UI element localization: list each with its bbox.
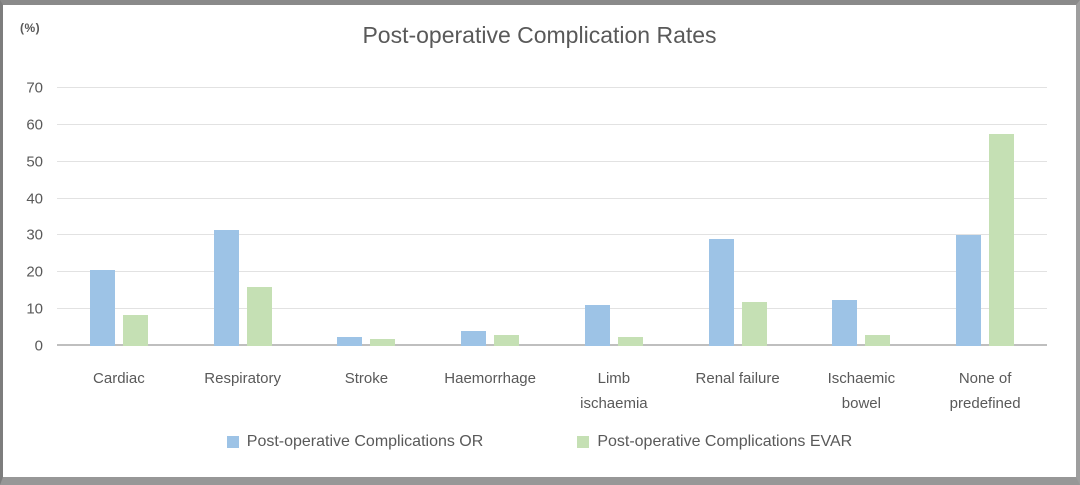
bar-evar — [617, 336, 643, 346]
legend: Post-operative Complications OR Post-oper… — [3, 433, 1076, 451]
gridline — [57, 271, 1047, 273]
y-axis-tick: 70 — [26, 79, 43, 97]
bar-or — [213, 229, 239, 346]
legend-item-or: Post-operative Complications OR — [226, 433, 484, 451]
gridline — [57, 123, 1047, 125]
bar-group — [181, 88, 305, 346]
x-axis-label: Respiratory — [204, 370, 281, 387]
bar-or — [337, 336, 363, 346]
bar-or — [89, 270, 115, 346]
x-axis-label: None of predefined — [949, 370, 1021, 412]
bar-or — [708, 239, 734, 346]
bar-group — [800, 88, 924, 346]
bar-or — [584, 305, 610, 346]
gridline — [57, 308, 1047, 310]
y-axis-tick: 20 — [26, 263, 43, 281]
plot-area — [57, 87, 1047, 346]
legend-item-evar: Post-operative Complications EVAR — [577, 433, 852, 451]
x-axis-label: Ischaemic bowel — [827, 370, 896, 412]
bar-group — [305, 88, 429, 346]
bar-chart: (%) Post-operative Complication Rates 0 1… — [3, 5, 1076, 477]
gridline — [57, 87, 1047, 88]
y-axis-tick: 0 — [34, 337, 43, 355]
bar-or — [461, 331, 487, 346]
y-axis: 0 10 20 30 40 50 60 70 — [3, 81, 43, 354]
bar-group — [552, 88, 676, 346]
x-axis-label: Haemorrhage — [444, 370, 536, 387]
gridline — [57, 234, 1047, 236]
bar-group — [57, 88, 181, 346]
y-axis-unit-label: (%) — [20, 21, 41, 35]
x-axis-labels: Cardiac Respiratory Stroke Haemorrhage Limb i… — [57, 366, 1047, 416]
bar-evar — [989, 134, 1015, 346]
bar-group — [428, 88, 552, 346]
bar-evar — [370, 338, 396, 346]
y-axis-tick: 60 — [26, 116, 43, 134]
y-axis-tick: 30 — [26, 226, 43, 244]
bar-group — [676, 88, 800, 346]
legend-label: Post-operative Complications OR — [246, 433, 484, 450]
legend-swatch — [226, 436, 239, 448]
bar-or — [832, 299, 858, 346]
bar-or — [956, 235, 982, 346]
legend-swatch — [577, 436, 590, 448]
bar-evar — [246, 287, 272, 346]
bar-evar — [494, 334, 520, 346]
y-axis-tick: 10 — [26, 300, 43, 318]
gridline — [57, 160, 1047, 162]
y-axis-tick: 40 — [26, 190, 43, 208]
bar-evar — [741, 301, 767, 346]
bar-group — [923, 88, 1047, 346]
x-axis-line — [57, 344, 1047, 346]
x-axis-label: Limb ischaemia — [580, 370, 648, 412]
x-axis-label: Stroke — [344, 370, 389, 387]
bar-groups — [57, 88, 1047, 346]
chart-title: Post-operative Complication Rates — [362, 22, 717, 48]
x-axis-label: Cardiac — [93, 370, 145, 387]
gridline — [57, 197, 1047, 199]
y-axis-tick: 50 — [26, 153, 43, 171]
bar-evar — [122, 314, 148, 346]
legend-label: Post-operative Complications EVAR — [597, 433, 853, 450]
bar-evar — [865, 334, 891, 346]
x-axis-label: Renal failure — [695, 370, 780, 387]
